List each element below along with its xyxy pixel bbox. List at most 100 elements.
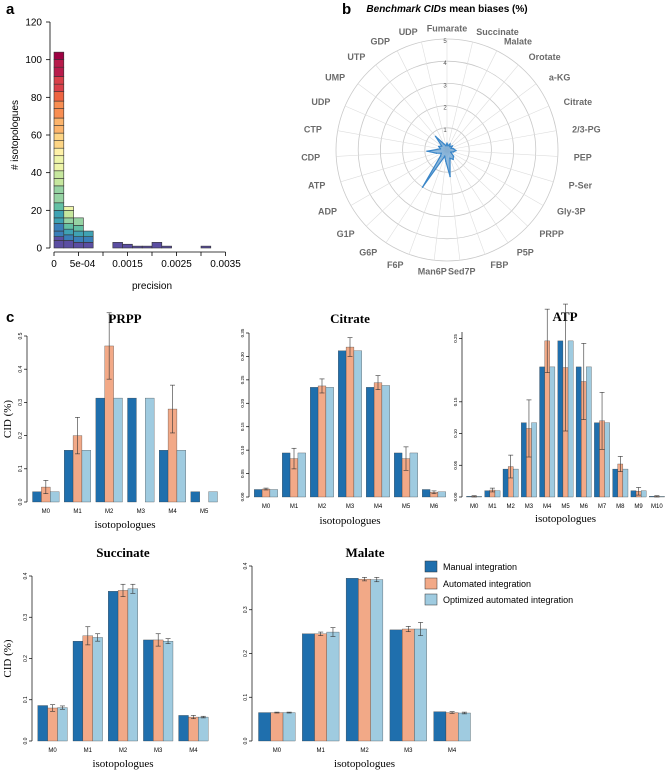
- x-tick-label: M3: [525, 504, 534, 510]
- bar-optimized: [162, 641, 174, 742]
- bar-optimized: [297, 452, 306, 498]
- bar-optimized: [326, 631, 340, 742]
- bar-optimized: [604, 422, 610, 498]
- bar-optimized: [50, 491, 60, 503]
- bar-chart-atp: ATP 0.00 0.05 0.10 0.15 0.25 M0 M1 M2 M3 M4 M5 M6 M7 M…: [453, 303, 665, 525]
- radar-category-label: Succinate: [476, 27, 519, 37]
- y-tick-label: 0.0: [243, 737, 249, 744]
- y-tick-label: 0.15: [240, 422, 245, 431]
- radar-point: [443, 143, 445, 145]
- radar-spoke: [344, 105, 448, 151]
- y-tick-label: 120: [25, 18, 42, 29]
- histogram-bar-segment: [63, 217, 74, 224]
- bar-manual: [338, 350, 347, 498]
- radar-point: [452, 148, 455, 150]
- radar-spoke: [446, 149, 554, 183]
- radar-category-label: G6P: [359, 247, 377, 257]
- legend-swatch-automated: [424, 577, 438, 590]
- bar-optimized: [409, 452, 418, 498]
- y-tick-label: 80: [31, 93, 43, 104]
- x-tick-label: M3: [346, 504, 355, 510]
- x-tick-label: M4: [374, 504, 383, 510]
- bar-manual: [389, 629, 403, 742]
- radar-spoke: [446, 41, 473, 151]
- histogram-bar-segment: [53, 147, 65, 157]
- x-tick-label: M2: [360, 748, 369, 754]
- radar-category-label: ATP: [308, 180, 325, 190]
- bar-manual: [594, 422, 600, 498]
- radar-category-label: F6P: [387, 260, 404, 270]
- x-tick-label: M8: [616, 504, 625, 510]
- histogram-bar-segment: [53, 76, 65, 85]
- radar-point: [447, 144, 449, 147]
- bar-optimized: [437, 491, 446, 498]
- bar-manual: [433, 711, 447, 742]
- bar-manual: [422, 489, 431, 498]
- x-tick-label: M0: [470, 504, 479, 510]
- bar-optimized: [640, 490, 647, 498]
- histogram-bar-segment: [83, 230, 94, 238]
- bar-optimized: [476, 496, 482, 498]
- x-tick-label: M2: [507, 504, 516, 510]
- y-tick-label: 0.2: [243, 650, 249, 657]
- histogram-bar-segment: [63, 234, 74, 241]
- histogram-bar-segment: [53, 170, 65, 179]
- x-tick-label: 0: [51, 259, 57, 270]
- bar-automated: [82, 635, 93, 742]
- bar-manual: [190, 491, 200, 503]
- radar-category-label: CDP: [301, 153, 320, 163]
- x-tick-label: M2: [318, 504, 327, 510]
- radar-spoke: [396, 50, 448, 151]
- y-tick-label: 0.4: [243, 562, 249, 569]
- histogram-bar-segment: [141, 245, 153, 249]
- histogram-bar-segment: [53, 240, 65, 249]
- radar-point: [445, 144, 447, 147]
- bar-chart-prpp: PRPP 0.0 0.1 0.2 0.3 0.4 0.5 M0 M1 M2 M3 M4 M5 isotop…: [2, 311, 218, 531]
- bar-automated: [188, 716, 199, 742]
- radar-ring-label: 4: [443, 61, 447, 67]
- y-tick-label: 0.25: [453, 333, 458, 342]
- bar-optimized: [92, 637, 103, 742]
- histogram-bar-segment: [53, 217, 65, 224]
- y-tick-label: 0.20: [240, 398, 245, 407]
- radar-spoke: [446, 83, 537, 151]
- histogram-bar-segment: [53, 202, 65, 211]
- x-tick-label: M1: [488, 504, 497, 510]
- radar-spoke: [446, 149, 509, 243]
- y-tick-label: 0.30: [240, 352, 245, 361]
- bar-optimized: [325, 387, 334, 498]
- radar-category-label: P5P: [517, 247, 534, 257]
- bar-manual: [612, 468, 618, 498]
- histogram-bar-segment: [53, 83, 65, 92]
- x-tick-label: M9: [634, 504, 643, 510]
- bar-manual: [466, 496, 472, 498]
- radar-point: [455, 149, 457, 152]
- bar-automated: [402, 628, 415, 742]
- radar-point: [450, 151, 452, 154]
- y-tick-label: 0.00: [453, 492, 458, 501]
- bar-optimized: [567, 340, 574, 498]
- bar-manual: [366, 387, 375, 498]
- bar-automated: [317, 385, 327, 498]
- radar-category-label: Fumarate: [427, 24, 468, 34]
- radar-category-label: G1P: [337, 229, 355, 239]
- radar-category-label: a-KG: [549, 73, 571, 83]
- x-tick-label: M3: [404, 748, 413, 754]
- histogram-bar-segment: [53, 155, 65, 164]
- radar-point: [446, 142, 448, 145]
- radar-spoke: [350, 149, 448, 206]
- bar-optimized: [81, 450, 91, 503]
- bar-manual: [302, 633, 315, 742]
- bar-optimized: [586, 366, 592, 498]
- radar-point: [450, 147, 452, 150]
- radar-spoke: [446, 149, 528, 227]
- x-tick-label: M3: [137, 509, 146, 515]
- radar-spoke: [446, 149, 558, 157]
- chart-title: ATP: [552, 309, 577, 324]
- y-axis-title: CID (%): [2, 400, 14, 439]
- radar-spoke: [408, 149, 448, 255]
- bar-automated: [345, 346, 355, 498]
- x-axis-title: precision: [132, 281, 172, 292]
- radar-spoke: [337, 130, 448, 151]
